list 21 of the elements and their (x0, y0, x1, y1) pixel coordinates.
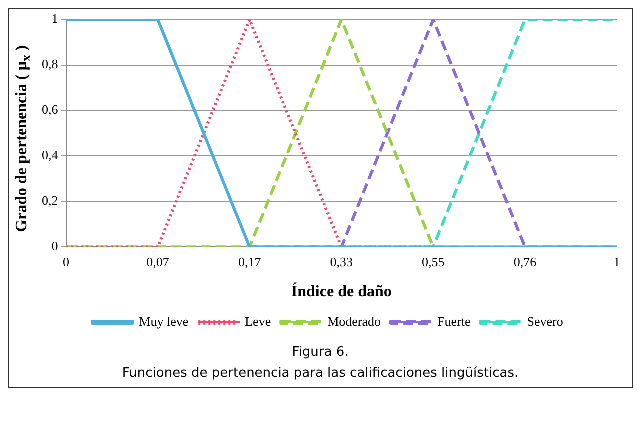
x-tick-label: 0,07 (146, 254, 170, 270)
legend-label: Muy leve (139, 314, 189, 329)
y-tick-label: 0,4 (42, 148, 59, 163)
y-tick-label: 0 (52, 238, 58, 254)
legend-label: Severo (527, 314, 564, 329)
x-axis-title: Índice de daño (291, 282, 392, 301)
x-tick-label: 0,55 (422, 254, 445, 270)
legend-label: Fuerte (438, 314, 471, 329)
x-tick-label: 1 (614, 254, 620, 270)
x-tick-label: 0,33 (330, 254, 353, 270)
x-tick-label: 0,17 (238, 254, 262, 270)
legend-label: Moderado (328, 314, 382, 329)
y-tick-label: 0,2 (42, 193, 58, 208)
legend-label: Leve (245, 314, 272, 329)
x-tick-label: 0 (63, 254, 70, 270)
y-tick-label: 1 (52, 11, 58, 26)
y-tick-label: 0,6 (42, 102, 59, 118)
text: Funciones de pertenencia para las calificaciones lingüísticas. (121, 366, 520, 381)
text: Figura 6. (291, 345, 350, 360)
x-tick-label: 0,76 (514, 254, 538, 270)
y-tick-label: 0,8 (42, 56, 58, 72)
